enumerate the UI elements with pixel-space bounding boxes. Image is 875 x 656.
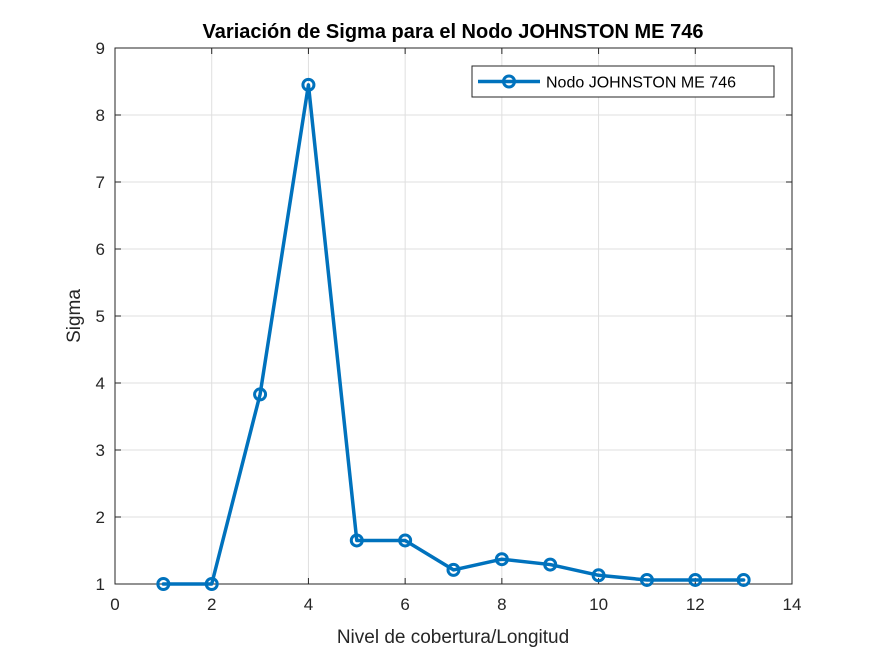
x-tick-label: 12 <box>686 595 705 614</box>
x-axis-label: Nivel de cobertura/Longitud <box>337 627 569 648</box>
data-point-marker <box>349 533 364 548</box>
series-line <box>161 83 746 586</box>
data-point-marker <box>446 562 461 577</box>
x-tick-label: 0 <box>110 595 119 614</box>
x-tick-label: 2 <box>207 595 216 614</box>
chart-title: Variación de Sigma para el Nodo JOHNSTON… <box>203 21 704 43</box>
legend-series-label: Nodo JOHNSTON ME 746 <box>546 75 736 92</box>
x-tick-label: 14 <box>783 595 802 614</box>
data-point-marker <box>301 77 316 92</box>
data-point-marker <box>639 572 654 587</box>
y-tick-label: 2 <box>96 508 105 527</box>
data-point-marker <box>204 577 219 591</box>
y-axis-label: Sigma <box>64 289 85 343</box>
y-tick-label: 5 <box>96 307 105 326</box>
y-tick-label: 4 <box>96 374 105 393</box>
data-point-marker <box>543 557 558 572</box>
data-point-marker <box>156 577 171 591</box>
y-tick-label: 7 <box>96 173 105 192</box>
axes <box>114 47 793 585</box>
data-point-marker <box>398 533 413 548</box>
x-tick-label: 6 <box>400 595 409 614</box>
data-point-marker <box>688 572 703 587</box>
y-tick-label: 9 <box>96 39 105 58</box>
data-point-marker <box>494 552 509 567</box>
data-point-marker <box>736 572 751 587</box>
legend: Nodo JOHNSTON ME 746 <box>471 65 775 98</box>
y-tick-label: 3 <box>96 441 105 460</box>
y-tick-label: 6 <box>96 240 105 259</box>
y-tick-label: 1 <box>96 575 105 594</box>
data-point-marker <box>591 568 606 583</box>
data-point-marker <box>253 387 268 402</box>
x-tick-label: 8 <box>497 595 506 614</box>
series-layer <box>156 77 751 591</box>
x-tick-label: 4 <box>304 595 313 614</box>
x-tick-label: 10 <box>589 595 608 614</box>
y-tick-label: 8 <box>96 106 105 125</box>
legend-marker-sample <box>502 74 516 89</box>
